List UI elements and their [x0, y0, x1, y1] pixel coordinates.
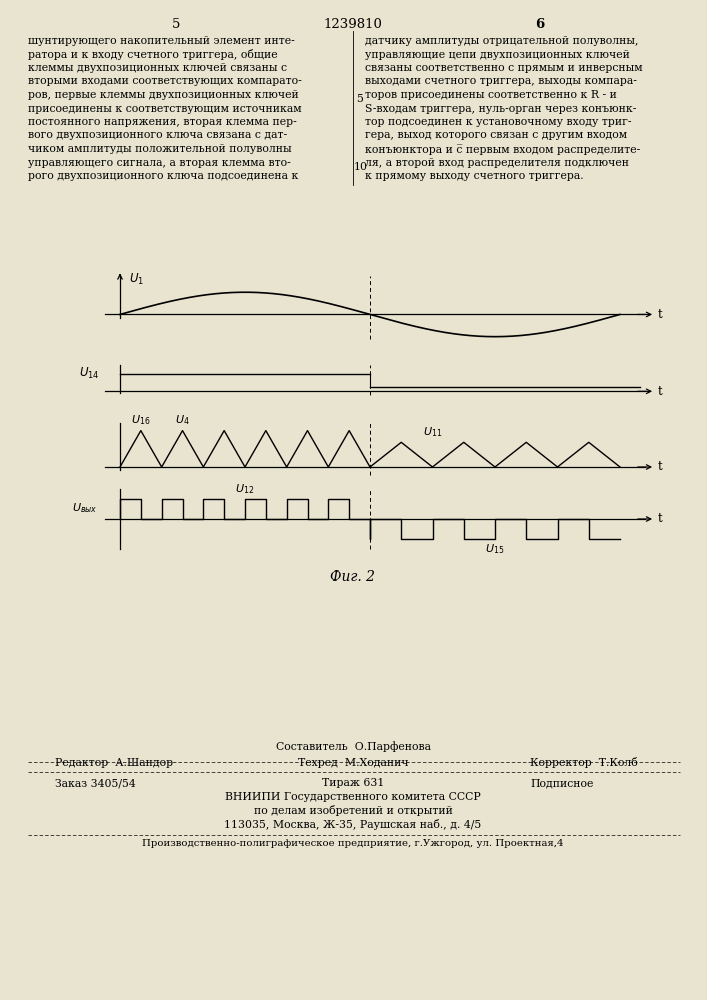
- Text: выходами счетного триггера, выходы компара-: выходами счетного триггера, выходы компа…: [365, 77, 637, 87]
- Text: ратора и к входу счетного триггера, общие: ратора и к входу счетного триггера, общи…: [28, 49, 278, 60]
- Text: ВНИИПИ Государственного комитета СССР: ВНИИПИ Государственного комитета СССР: [225, 792, 481, 802]
- Text: Составитель  О.Парфенова: Составитель О.Парфенова: [276, 741, 431, 752]
- Text: к прямому выходу счетного триггера.: к прямому выходу счетного триггера.: [365, 171, 583, 181]
- Text: 5: 5: [356, 94, 363, 104]
- Text: 6: 6: [535, 18, 544, 31]
- Text: датчику амплитуды отрицательной полуволны,: датчику амплитуды отрицательной полуволн…: [365, 36, 638, 46]
- Text: t: t: [658, 512, 662, 526]
- Text: присоединены к соответствующим источникам: присоединены к соответствующим источника…: [28, 104, 302, 113]
- Text: вого двухпозиционного ключа связана с дат-: вого двухпозиционного ключа связана с да…: [28, 130, 287, 140]
- Text: $U_{16}$: $U_{16}$: [131, 414, 151, 427]
- Text: управляющего сигнала, а вторая клемма вто-: управляющего сигнала, а вторая клемма вт…: [28, 157, 291, 167]
- Text: постоянного напряжения, вторая клемма пер-: постоянного напряжения, вторая клемма пе…: [28, 117, 297, 127]
- Text: $U_4$: $U_4$: [175, 414, 190, 427]
- Text: $U_{11}$: $U_{11}$: [423, 425, 442, 439]
- Text: 10: 10: [354, 162, 368, 172]
- Text: S-входам триггера, нуль-орган через конъюнк-: S-входам триггера, нуль-орган через конъ…: [365, 104, 636, 113]
- Text: торов присоединены соответственно к R - и: торов присоединены соответственно к R - …: [365, 90, 617, 100]
- Text: 113035, Москва, Ж-35, Раушская наб., д. 4/5: 113035, Москва, Ж-35, Раушская наб., д. …: [224, 819, 481, 830]
- Text: конъюнктора и с̅ первым входом распределите-: конъюнктора и с̅ первым входом распредел…: [365, 144, 641, 155]
- Text: связаны соответственно с прямым и инверсным: связаны соответственно с прямым и инверс…: [365, 63, 643, 73]
- Text: управляющие цепи двухпозиционных ключей: управляющие цепи двухпозиционных ключей: [365, 49, 630, 60]
- Text: вторыми входами соответствующих компарато-: вторыми входами соответствующих компарат…: [28, 77, 302, 87]
- Text: шунтирующего накопительный элемент инте-: шунтирующего накопительный элемент инте-: [28, 36, 295, 46]
- Text: $U_{14}$: $U_{14}$: [79, 366, 100, 381]
- Text: $U_{вых}$: $U_{вых}$: [72, 501, 98, 515]
- Text: клеммы двухпозиционных ключей связаны с: клеммы двухпозиционных ключей связаны с: [28, 63, 287, 73]
- Text: ля, а второй вход распределителя подключен: ля, а второй вход распределителя подключ…: [365, 157, 629, 167]
- Text: 1239810: 1239810: [324, 18, 382, 31]
- Text: $U_{12}$: $U_{12}$: [235, 482, 255, 496]
- Text: по делам изобретений и открытий: по делам изобретений и открытий: [254, 805, 452, 816]
- Text: тор подсоединен к установочному входу триг-: тор подсоединен к установочному входу тр…: [365, 117, 631, 127]
- Text: рого двухпозиционного ключа подсоединена к: рого двухпозиционного ключа подсоединена…: [28, 171, 298, 181]
- Text: Корректор  Т.Колб: Корректор Т.Колб: [530, 757, 638, 768]
- Text: $U_{15}$: $U_{15}$: [485, 542, 505, 556]
- Text: 5: 5: [172, 18, 180, 31]
- Text: Заказ 3405/54: Заказ 3405/54: [55, 778, 136, 788]
- Text: t: t: [658, 460, 662, 474]
- Text: Производственно-полиграфическое предприятие, г.Ужгород, ул. Проектная,4: Производственно-полиграфическое предприя…: [142, 839, 563, 848]
- Text: t: t: [658, 308, 662, 321]
- Text: $U_1$: $U_1$: [129, 272, 144, 287]
- Text: Техред  М.Ходанич: Техред М.Ходанич: [298, 758, 409, 768]
- Text: Подписное: Подписное: [530, 778, 593, 788]
- Text: t: t: [658, 385, 662, 398]
- Text: чиком амплитуды положительной полуволны: чиком амплитуды положительной полуволны: [28, 144, 291, 154]
- Text: Тираж 631: Тираж 631: [322, 778, 384, 788]
- Text: ров, первые клеммы двухпозиционных ключей: ров, первые клеммы двухпозиционных ключе…: [28, 90, 299, 100]
- Text: гера, выход которого связан с другим входом: гера, выход которого связан с другим вхо…: [365, 130, 627, 140]
- Text: Редактор  А.Шандор: Редактор А.Шандор: [55, 758, 173, 768]
- Text: Фиг. 2: Фиг. 2: [330, 570, 375, 584]
